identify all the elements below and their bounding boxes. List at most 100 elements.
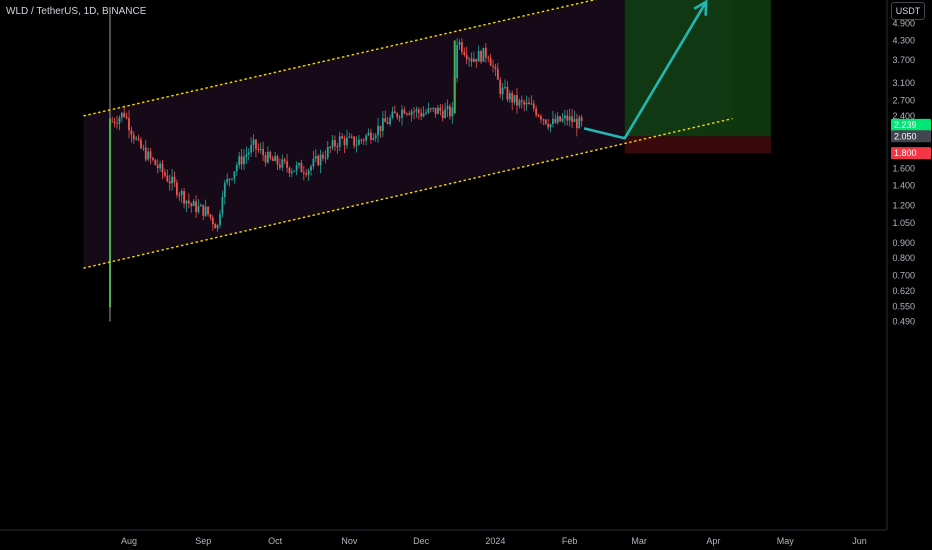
- candle-body: [319, 154, 322, 166]
- candle-body: [472, 58, 475, 62]
- stop-zone[interactable]: [624, 136, 771, 154]
- stop-price-badge: 1.800: [894, 148, 917, 158]
- candle-body: [159, 163, 162, 169]
- candle-body: [310, 166, 312, 171]
- price-tick-label: 4.300: [892, 35, 915, 45]
- candle-body: [250, 144, 253, 153]
- candle-body: [437, 107, 439, 114]
- candle-body: [255, 139, 257, 149]
- candle-body: [267, 151, 269, 163]
- time-tick-label: Dec: [413, 536, 430, 546]
- candle-body: [288, 167, 291, 174]
- candle-body: [389, 117, 391, 124]
- candle-body: [142, 147, 145, 149]
- candle-body: [537, 115, 540, 117]
- candle-body: [144, 147, 147, 160]
- candle-body: [566, 115, 569, 121]
- candle-body: [123, 112, 126, 117]
- candle-body: [559, 116, 561, 122]
- price-tick-label: 1.050: [892, 218, 915, 228]
- candle-body: [264, 155, 267, 163]
- time-axis[interactable]: Aug Sep Oct Nov Dec 2024 Feb Mar Apr May Jun: [121, 536, 867, 546]
- candle-body: [252, 139, 255, 145]
- candle-body: [269, 151, 272, 159]
- candle-body: [322, 154, 324, 159]
- candle-body: [171, 176, 174, 184]
- currency-button[interactable]: USDT: [891, 2, 925, 20]
- candle-body: [109, 118, 111, 308]
- candle-body: [187, 200, 190, 204]
- stop-price-badge-bg: [891, 147, 931, 160]
- candle-body: [178, 194, 181, 196]
- price-axis[interactable]: 8.5007.5006.5005.5004.9004.3003.7003.100…: [892, 0, 915, 327]
- candle-body: [259, 148, 262, 150]
- current-price-badge: 2.239: [894, 120, 917, 130]
- candle-body: [228, 178, 231, 180]
- candle-body: [379, 125, 382, 131]
- candle-body: [355, 144, 358, 146]
- candle-body: [480, 51, 482, 62]
- price-tick-label: 0.800: [892, 253, 915, 263]
- candle-body: [185, 200, 188, 204]
- candle-body: [204, 206, 207, 216]
- target-zone[interactable]: [624, 0, 771, 137]
- candle-body: [511, 93, 514, 103]
- candle-body: [528, 102, 530, 105]
- channel-upper-line[interactable]: [83, 0, 732, 117]
- candle-body: [231, 178, 233, 180]
- candle-body: [525, 102, 528, 105]
- candle-body: [410, 111, 413, 115]
- candle-body: [168, 181, 171, 184]
- candle-body: [283, 159, 286, 162]
- candle-body: [350, 136, 353, 138]
- time-tick-label: Nov: [341, 536, 358, 546]
- candle-body: [386, 122, 389, 124]
- candle-body: [219, 213, 221, 225]
- candle-body: [432, 107, 435, 109]
- candle-body: [331, 140, 334, 148]
- candle-body: [461, 42, 463, 52]
- candle-body: [449, 106, 451, 117]
- candle-body: [199, 204, 202, 207]
- candle-body: [554, 118, 557, 123]
- candle-body: [518, 100, 521, 106]
- candle-body: [391, 111, 394, 118]
- candle-body: [535, 108, 538, 116]
- time-tick-label: 2024: [485, 536, 505, 546]
- time-tick-label: Apr: [706, 536, 720, 546]
- candle-body: [183, 191, 185, 204]
- candle-body: [302, 172, 305, 174]
- candle-body: [346, 137, 348, 146]
- candle-body: [508, 93, 511, 100]
- candle-body: [262, 148, 265, 156]
- candle-body: [523, 101, 526, 105]
- candle-body: [504, 86, 506, 88]
- candle-body: [561, 118, 564, 122]
- candle-body: [475, 58, 478, 62]
- candle-body: [140, 139, 142, 149]
- candle-body: [173, 176, 176, 183]
- candle-body: [343, 138, 346, 146]
- candle-body: [532, 103, 535, 109]
- candle-body: [116, 123, 118, 125]
- candle-body: [326, 146, 329, 158]
- candle-body: [516, 95, 518, 106]
- candle-body: [489, 58, 492, 66]
- price-tick-label: 1.400: [892, 181, 915, 191]
- candle-body: [281, 159, 284, 168]
- candle-body: [156, 165, 159, 169]
- candle-body: [298, 163, 300, 166]
- channel-lower-line[interactable]: [83, 117, 733, 269]
- entry-price-badge: 2.050: [894, 131, 917, 141]
- projection-arrow[interactable]: [583, 1, 708, 140]
- candle-body: [393, 111, 396, 114]
- channel-fill: [83, 0, 733, 269]
- candle-body: [415, 109, 418, 112]
- candle-body: [441, 111, 444, 118]
- candle-body: [197, 206, 200, 213]
- candle-body: [118, 117, 121, 124]
- candle-body: [425, 112, 427, 114]
- candle-body: [317, 155, 320, 166]
- candle-body: [568, 116, 571, 121]
